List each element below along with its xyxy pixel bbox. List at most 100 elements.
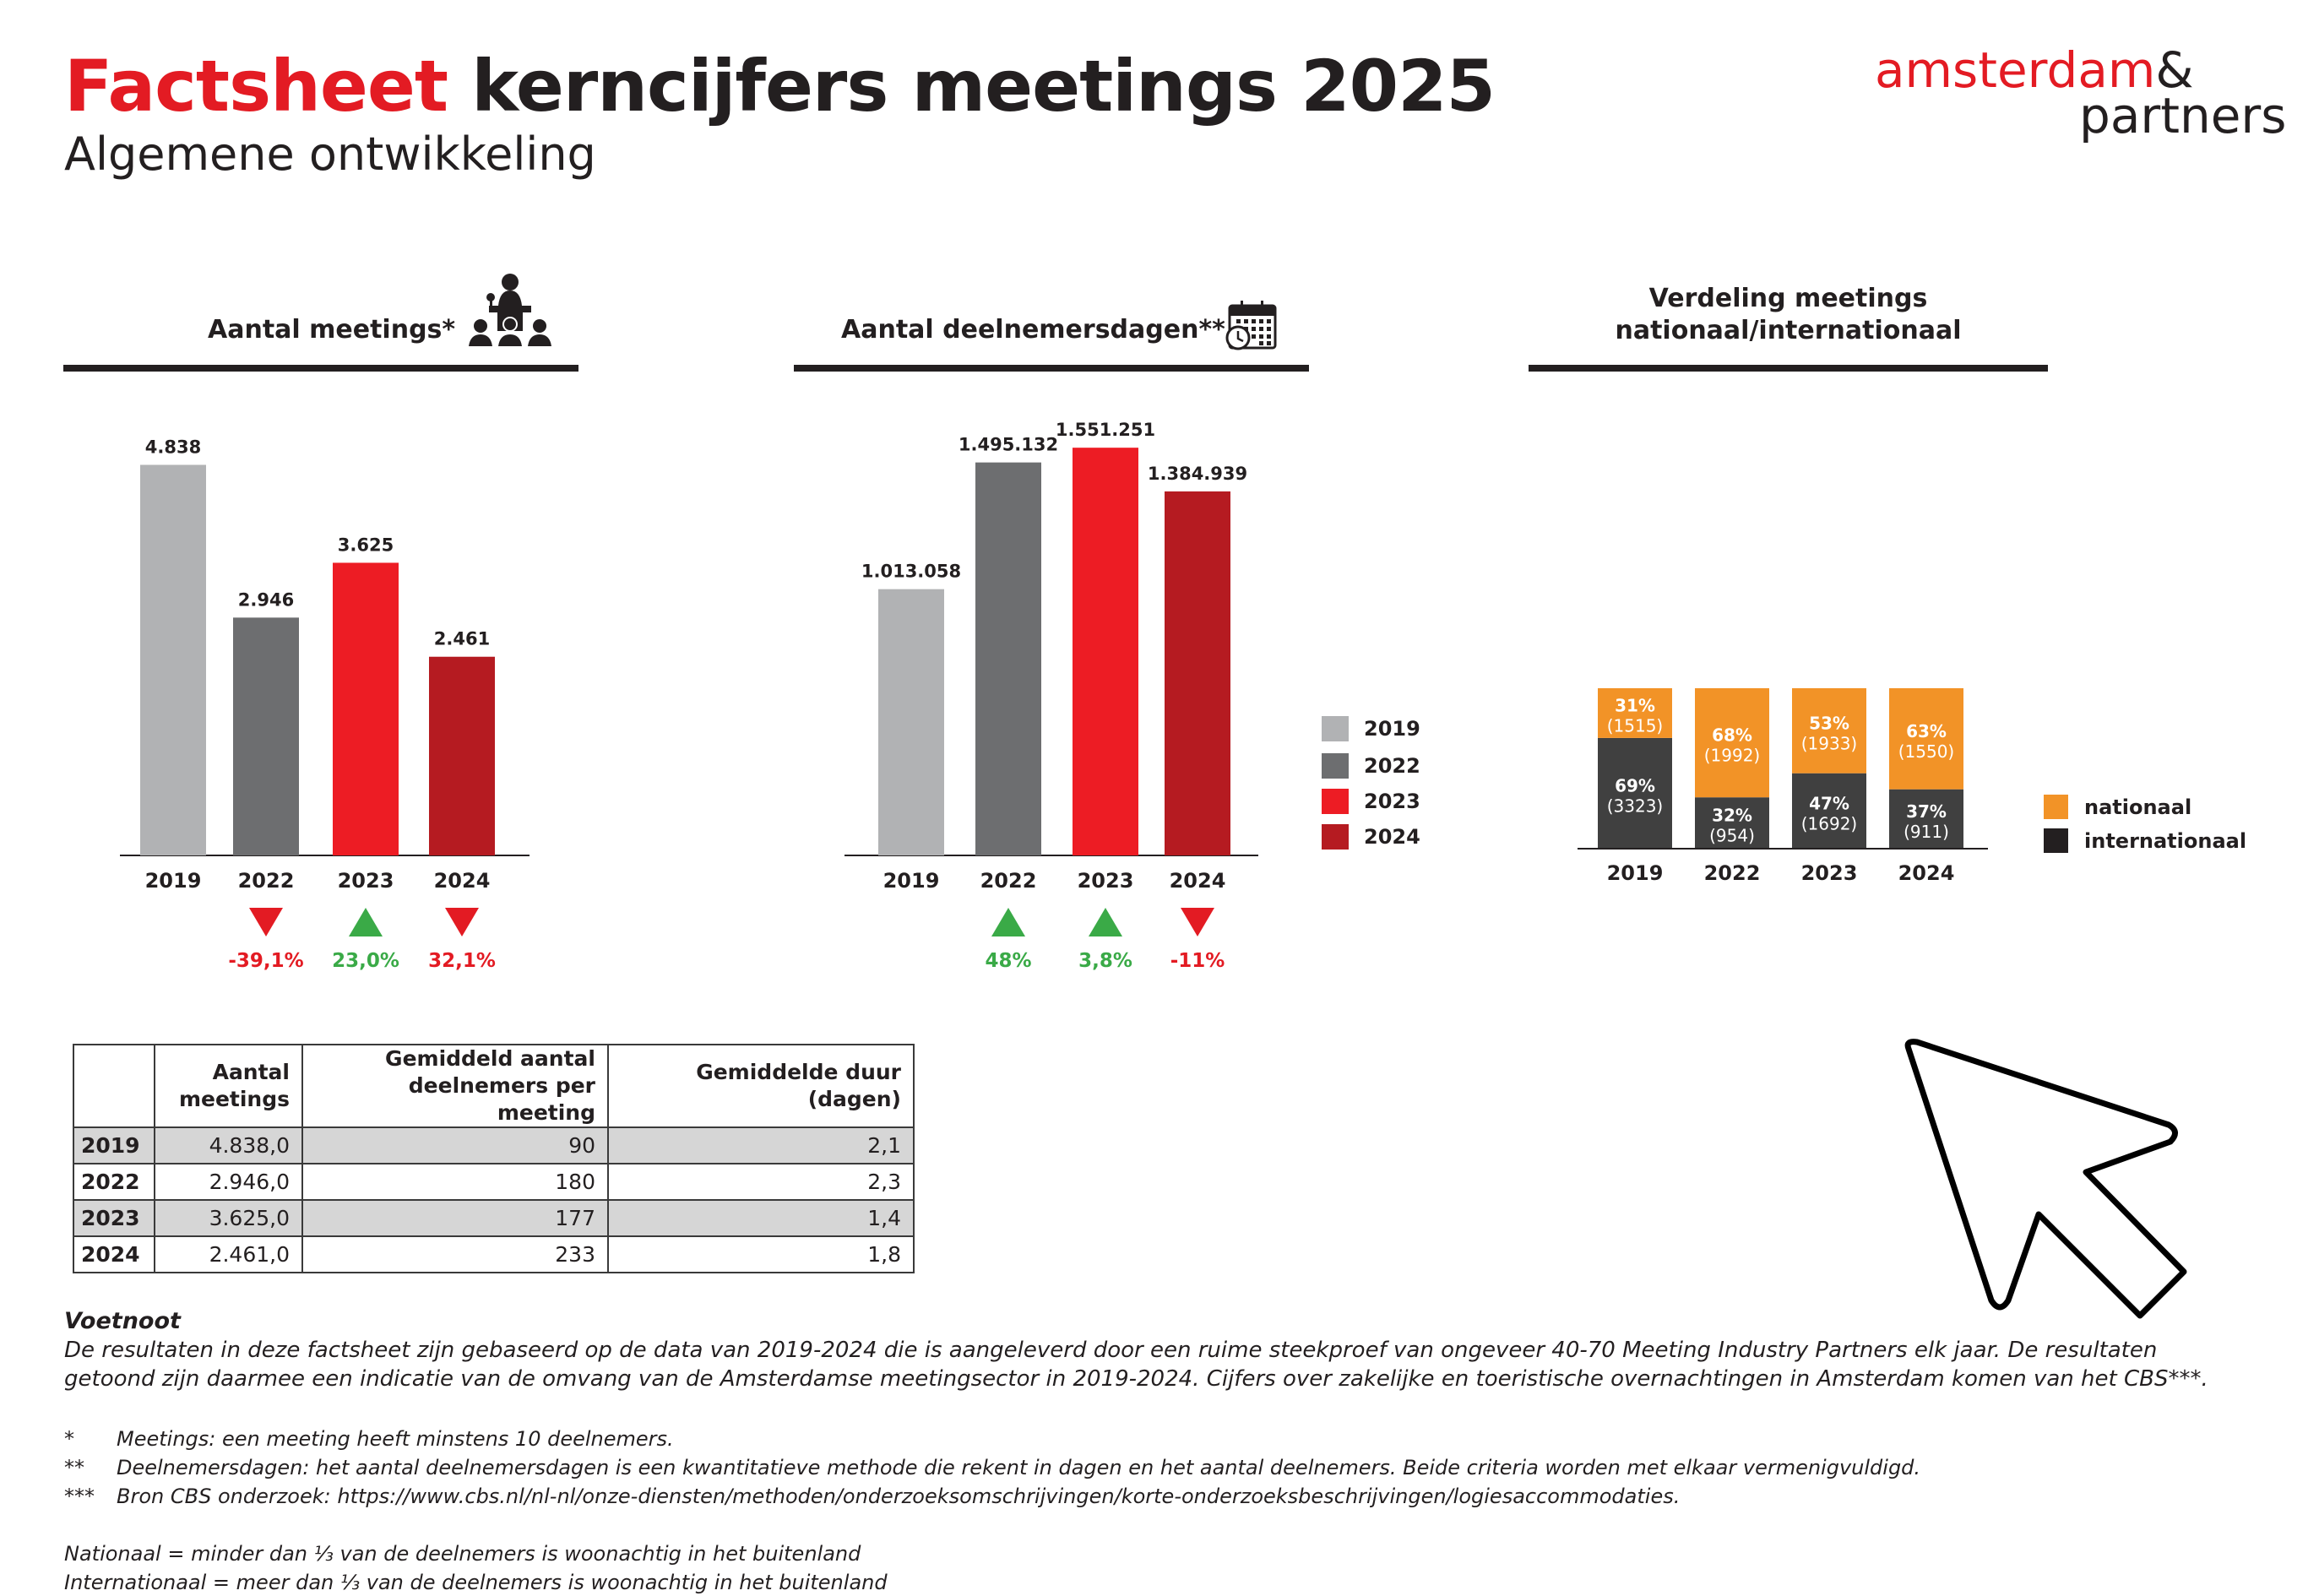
bar-2023: [1073, 448, 1138, 855]
x-tick-label: 2019: [883, 869, 940, 893]
bar-value-label: 2.461: [434, 629, 490, 649]
segment-percent-label: 69%: [1615, 775, 1655, 795]
table-header-row: Aantal meetings Gemiddeld aantal deelnemer…: [73, 1044, 915, 1128]
presenter-audience-icon: [469, 274, 551, 346]
segment-count-label: (1550): [1898, 741, 1955, 762]
legend-label: 2023: [1364, 790, 1420, 813]
chart2-header-rule: [794, 365, 1309, 372]
x-tick-label: 2024: [434, 869, 491, 893]
page-title: Factsheet kerncijfers meetings 2025: [64, 44, 1496, 128]
cell-year: 2022: [73, 1163, 155, 1201]
bar-nationaal-2023: [1792, 688, 1866, 774]
bar-value-label: 3.625: [338, 535, 394, 555]
table-row: 2022 2.946,0 180 2,3: [73, 1163, 915, 1201]
chart3-title-line1: Verdeling meetings: [1648, 284, 1928, 313]
change-label: 23,0%: [332, 950, 399, 972]
legend-swatch-internationaal: [2044, 828, 2068, 853]
segment-count-label: (1515): [1607, 715, 1664, 736]
bar-2019: [140, 464, 206, 855]
bar-nationaal-2024: [1889, 688, 1963, 790]
x-tick-label: 2022: [1704, 861, 1761, 885]
table-row: 2023 3.625,0 177 1,4: [73, 1199, 915, 1237]
chart1-header-rule: [63, 365, 578, 372]
x-tick-label: 2023: [338, 869, 394, 893]
cell-year: 2023: [73, 1199, 155, 1237]
change-label: 48%: [985, 950, 1031, 972]
segment-count-label: (3323): [1607, 795, 1664, 816]
bar-value-label: 1.495.132: [959, 435, 1058, 455]
chart-deelnemersdagen: 1.013.058 2019 1.495.132 2022 48% 1.551.251 20…: [845, 420, 1258, 972]
change-label: -39,1%: [228, 950, 303, 972]
segment-percent-label: 31%: [1615, 695, 1655, 715]
chart2-title: Aantal deelnemersdagen**: [841, 315, 1225, 345]
bar-2022: [233, 617, 299, 855]
legend-label: nationaal: [2084, 795, 2192, 819]
kerncijfers-table: Aantal meetings Gemiddeld aantal deelnemer…: [73, 1044, 915, 1273]
arrow-up-icon: [991, 908, 1025, 936]
logo-word-partners: partners: [2079, 87, 2287, 144]
legend-label: 2024: [1364, 825, 1420, 849]
cell-meetings: 3.625,0: [154, 1199, 303, 1237]
calendar-clock-icon: [1225, 301, 1277, 350]
footnote-title: Voetnoot: [64, 1308, 181, 1334]
cell-meetings: 4.838,0: [154, 1126, 303, 1164]
logo-word-amsterdam: amsterdam: [1875, 41, 2156, 99]
segment-count-label: (954): [1709, 826, 1755, 846]
amsterdam-partners-logo: amsterdam& partners: [1875, 42, 2297, 152]
bar-internationaal-2023: [1792, 773, 1866, 849]
table-header-avg-participants: Gemiddeld aantal deelnemers per meeting: [301, 1044, 609, 1128]
legend-swatch-2022: [1322, 753, 1349, 779]
arrow-down-icon: [249, 908, 283, 936]
table-row: 2019 4.838,0 90 2,1: [73, 1126, 915, 1164]
segment-count-label: (1992): [1704, 746, 1761, 766]
x-tick-label: 2019: [1607, 861, 1664, 885]
footnote: Voetnoot De resultaten in deze factsheet…: [64, 1307, 2294, 1393]
chart1-title: Aantal meetings*: [208, 315, 456, 345]
cell-year: 2019: [73, 1126, 155, 1164]
table-header-year: [73, 1044, 155, 1128]
x-tick-label: 2024: [1898, 861, 1955, 885]
cell-meetings: 2.461,0: [154, 1235, 303, 1273]
bar-2024: [429, 656, 495, 855]
cell-avg-duration: 1,4: [607, 1199, 915, 1237]
arrow-up-icon: [1089, 908, 1122, 936]
x-tick-label: 2022: [238, 869, 295, 893]
change-label: 32,1%: [428, 950, 496, 972]
legend-label: 2019: [1364, 717, 1420, 741]
bar-value-label: 1.551.251: [1056, 420, 1155, 440]
segment-count-label: (1933): [1801, 733, 1858, 753]
cell-avg-duration: 1,8: [607, 1235, 915, 1273]
chart3-title: Verdeling meetings nationaal/internation…: [1529, 283, 2048, 347]
segment-percent-label: 68%: [1712, 725, 1752, 746]
footnote-paragraph-2: getoond zijn daarmee een indicatie van d…: [64, 1366, 2208, 1392]
title-rest: kerncijfers meetings 2025: [471, 45, 1496, 128]
bar-value-label: 1.013.058: [861, 562, 961, 582]
x-tick-label: 2023: [1078, 869, 1134, 893]
title-accent: Factsheet: [64, 45, 448, 128]
chart3-legend: nationaal internationaal: [2044, 795, 2246, 862]
table-header-meetings: Aantal meetings: [154, 1044, 303, 1128]
segment-percent-label: 32%: [1712, 806, 1752, 826]
change-label: -11%: [1170, 950, 1225, 972]
legend-swatch-2019: [1322, 716, 1349, 741]
cell-avg-duration: 2,3: [607, 1163, 915, 1201]
bar-2019: [878, 589, 944, 855]
segment-percent-label: 37%: [1906, 801, 1947, 822]
bar-value-label: 2.946: [238, 589, 294, 610]
legend-label: 2022: [1364, 754, 1420, 778]
bar-2023: [333, 562, 399, 855]
bar-value-label: 4.838: [145, 437, 201, 457]
bar-2022: [975, 462, 1041, 855]
bar-nationaal-2019: [1598, 688, 1672, 738]
arrow-down-icon: [445, 908, 479, 936]
definition-nationaal: Nationaal = minder dan ⅓ van de deelneme…: [64, 1542, 861, 1566]
cell-avg-duration: 2,1: [607, 1126, 915, 1164]
segment-percent-label: 47%: [1809, 793, 1849, 813]
arrow-up-icon: [349, 908, 383, 936]
x-tick-label: 2022: [980, 869, 1037, 893]
mouse-pointer-icon: [1904, 1039, 2187, 1319]
cell-avg-participants: 177: [301, 1199, 609, 1237]
cell-year: 2024: [73, 1235, 155, 1273]
bar-nationaal-2022: [1695, 688, 1769, 798]
segment-count-label: (1692): [1801, 813, 1858, 833]
